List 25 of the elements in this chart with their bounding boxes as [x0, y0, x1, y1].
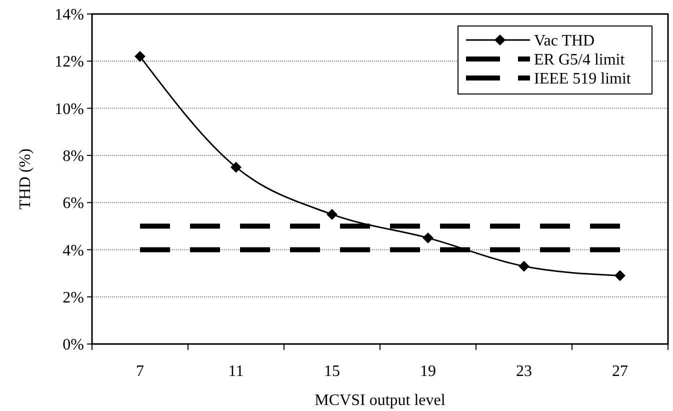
y-tick-label: 6% — [62, 195, 84, 212]
legend-label: Vac THD — [534, 32, 595, 50]
x-tick-label: 7 — [136, 363, 144, 380]
x-tick-label: 23 — [516, 363, 532, 380]
y-tick-label: 0% — [62, 336, 84, 354]
point — [614, 270, 626, 282]
y-tick-label: 8% — [62, 148, 84, 166]
y-tick-label: 2% — [62, 289, 84, 306]
point — [134, 50, 146, 62]
x-axis-title: MCVSI output level — [314, 392, 446, 409]
y-tick-label: 14% — [54, 6, 84, 24]
x-tick-label: 15 — [324, 363, 340, 380]
point — [422, 232, 434, 244]
point — [326, 208, 338, 220]
x-tick-label: 19 — [420, 363, 436, 380]
x-tick-label: 27 — [612, 363, 628, 380]
legend-label: ER G5/4 limit — [534, 52, 626, 69]
y-tick-label: 12% — [54, 54, 84, 71]
legend-label: IEEE 519 limit — [534, 70, 632, 88]
y-axis-title: THD (%) — [17, 148, 34, 210]
y-tick-label: 10% — [54, 100, 84, 118]
x-tick-label: 11 — [228, 363, 244, 380]
point — [518, 260, 530, 272]
point — [230, 162, 242, 173]
y-tick-label: 4% — [62, 242, 84, 260]
